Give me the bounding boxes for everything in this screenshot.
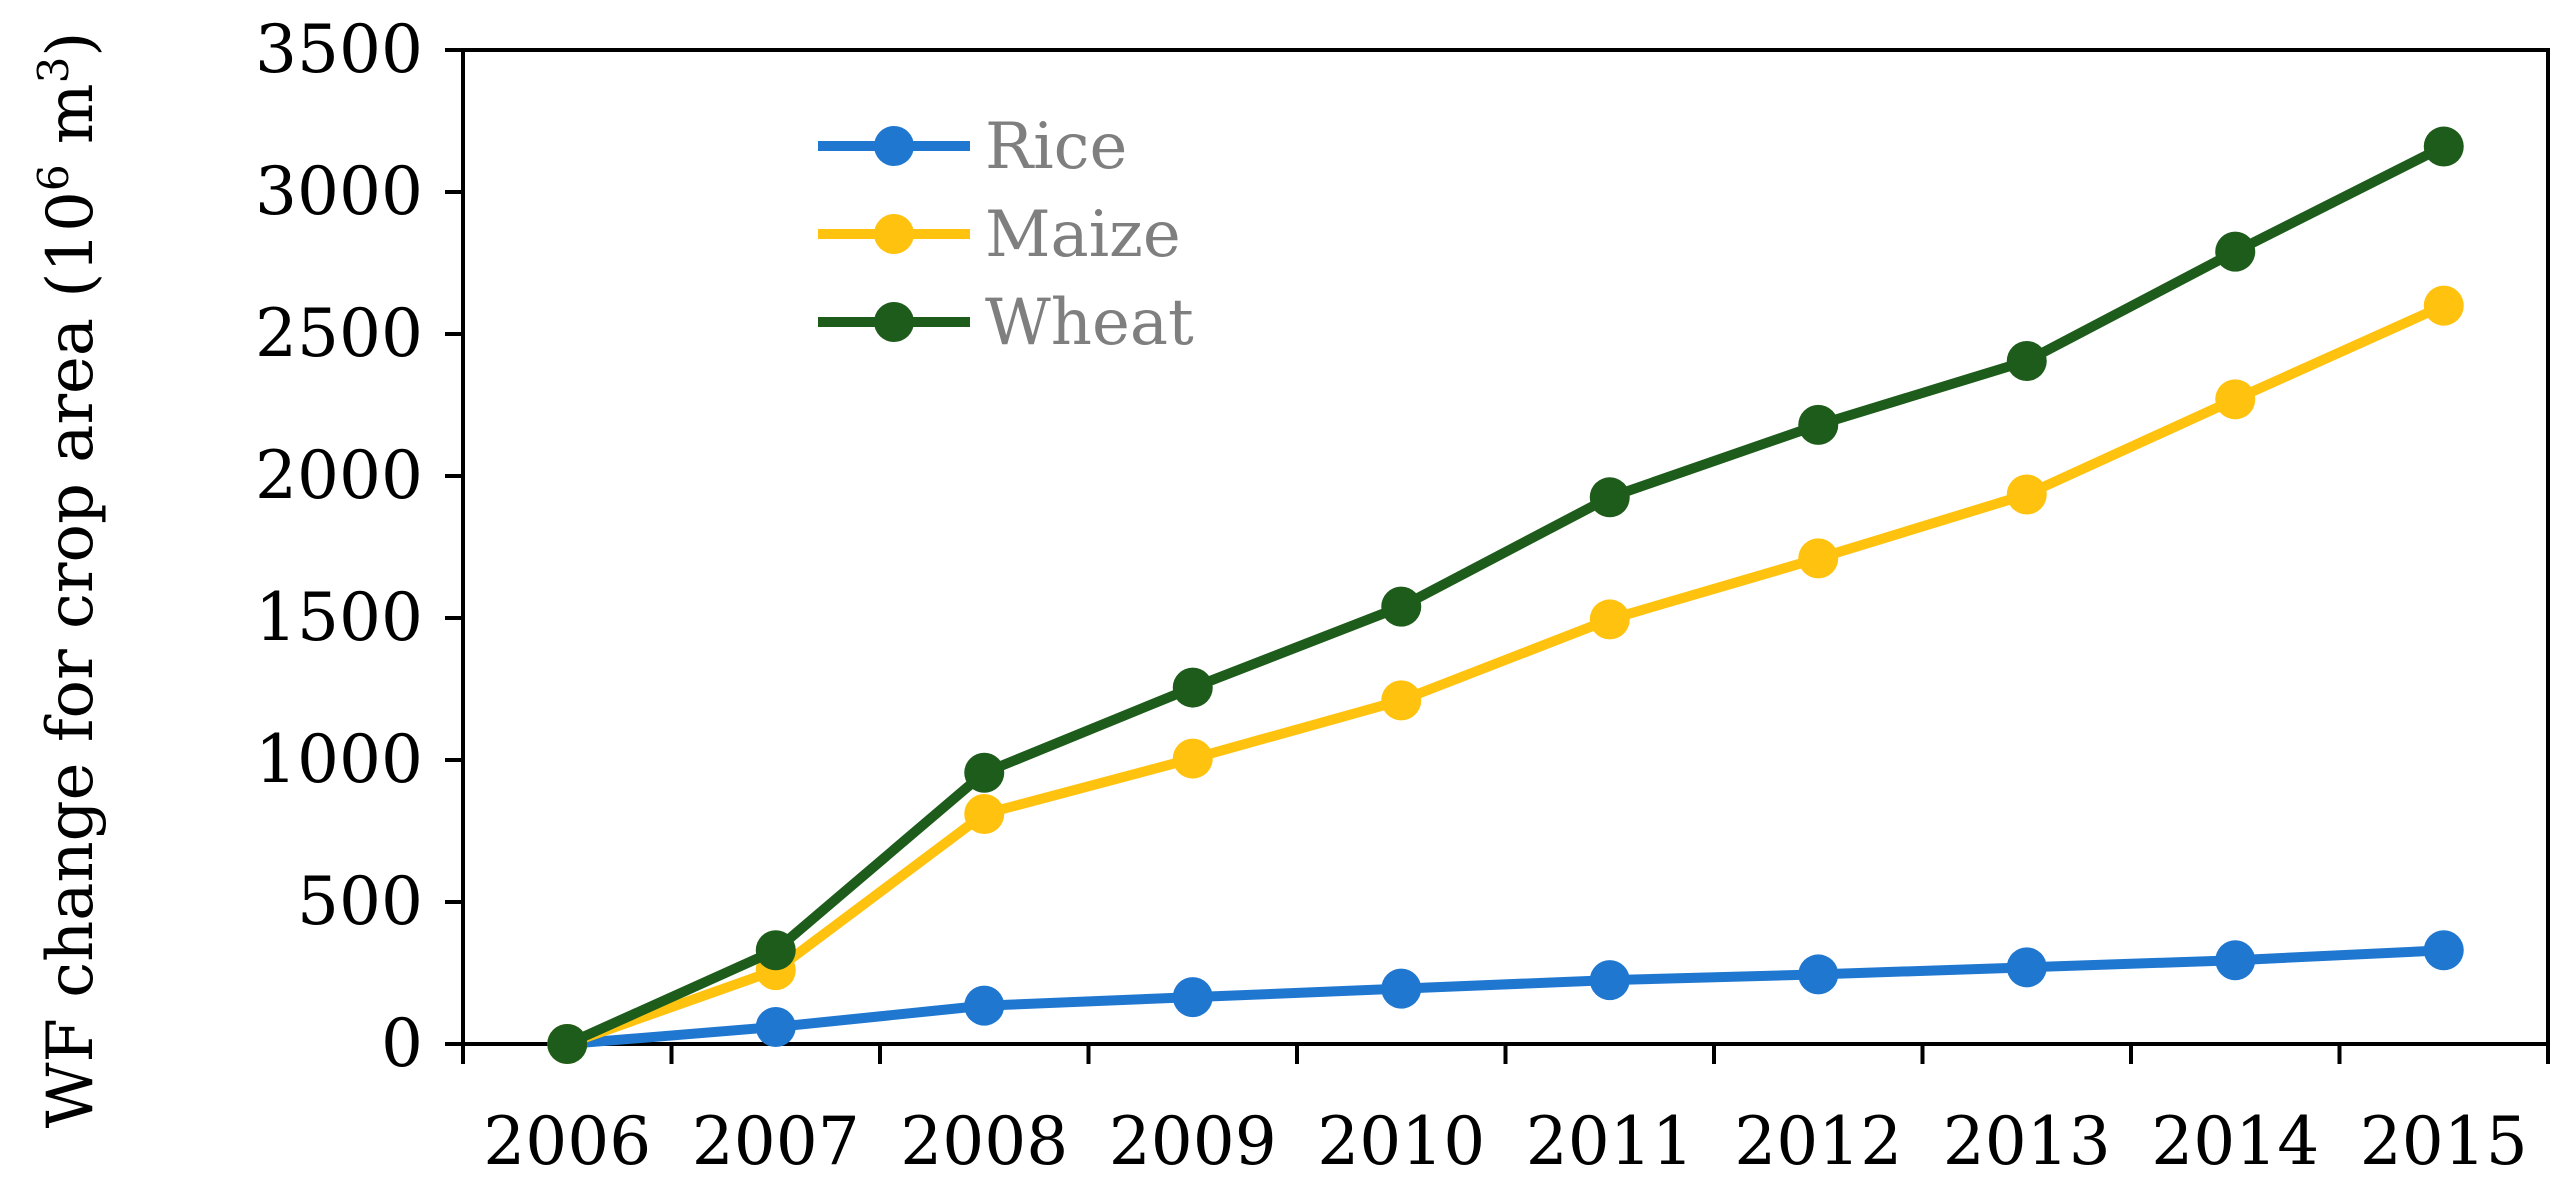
data-point-rice-2013 — [2006, 947, 2047, 988]
x-tick-label: 2011 — [1526, 1103, 1694, 1180]
legend-label: Maize — [985, 198, 1181, 272]
series-line-rice — [566, 945, 2444, 1049]
data-point-wheat-2010 — [1381, 586, 1422, 627]
data-point-maize-2009 — [1172, 738, 1213, 779]
data-point-wheat-2014 — [2215, 231, 2256, 272]
x-tick-label: 2013 — [1943, 1103, 2111, 1180]
legend-label: Rice — [985, 110, 1127, 184]
legend-marker — [874, 126, 914, 166]
x-tick-label: 2006 — [483, 1103, 651, 1180]
data-point-rice-2015 — [2423, 930, 2464, 971]
legend: Rice Maize Wheat — [818, 110, 1194, 360]
data-point-wheat-2007 — [755, 930, 796, 971]
data-point-maize-2011 — [1589, 599, 1630, 640]
x-tick-label: 2010 — [1317, 1103, 1485, 1180]
x-tick-label: 2014 — [2151, 1103, 2319, 1180]
series-line-wheat — [565, 142, 2447, 1049]
x-tick-label: 2012 — [1734, 1103, 1902, 1180]
data-point-wheat-2008 — [964, 752, 1005, 793]
y-tick-label: 0 — [381, 1005, 423, 1082]
data-point-rice-2012 — [1798, 954, 1839, 995]
data-point-wheat-2006 — [547, 1024, 588, 1064]
data-point-wheat-2011 — [1589, 477, 1630, 518]
y-tick-label: 1500 — [255, 579, 423, 656]
y-tick-label: 3500 — [255, 11, 423, 88]
y-axis: 0 500 1000 1500 2000 2500 3000 3500 — [255, 11, 463, 1082]
data-point-rice-2008 — [964, 985, 1005, 1026]
series-wheat — [547, 126, 2464, 1064]
legend-marker — [874, 302, 914, 342]
legend-label: Wheat — [985, 286, 1194, 360]
data-point-maize-2012 — [1798, 538, 1839, 579]
series-layer — [547, 126, 2464, 1064]
data-point-rice-2007 — [755, 1006, 796, 1047]
y-axis-title: WF change for crop area (106 m3) — [29, 32, 109, 1129]
data-point-wheat-2009 — [1172, 667, 1213, 708]
data-point-maize-2015 — [2423, 285, 2464, 326]
y-tick-label: 1000 — [255, 721, 423, 798]
data-point-rice-2010 — [1381, 968, 1422, 1009]
x-tick-label: 2009 — [1109, 1103, 1277, 1180]
y-tick-label: 2000 — [255, 437, 423, 514]
y-tick-label: 2500 — [255, 295, 423, 372]
data-point-maize-2013 — [2006, 474, 2047, 515]
data-point-rice-2009 — [1172, 977, 1213, 1018]
y-axis-title-sup-2: 3 — [29, 57, 78, 84]
legend-item-maize: Maize — [818, 198, 1181, 272]
x-tick-label: 2015 — [2360, 1103, 2528, 1180]
legend-item-rice: Rice — [818, 110, 1127, 184]
y-tick-label: 3000 — [255, 153, 423, 230]
y-axis-title-sup-1: 6 — [29, 164, 78, 191]
legend-marker — [874, 214, 914, 254]
series-line-maize — [565, 301, 2446, 1049]
data-point-rice-2014 — [2215, 940, 2256, 981]
y-tick-label: 500 — [297, 863, 423, 940]
x-tick-label: 2008 — [900, 1103, 1068, 1180]
data-point-maize-2008 — [964, 793, 1005, 834]
data-point-rice-2011 — [1589, 960, 1630, 1001]
data-point-maize-2010 — [1381, 680, 1422, 721]
data-point-maize-2014 — [2215, 379, 2256, 420]
data-point-wheat-2015 — [2423, 126, 2464, 167]
series-maize — [547, 285, 2464, 1064]
x-axis: 2006 2007 2008 2009 2010 2011 2012 2013 2014 2015 — [461, 1044, 2550, 1180]
x-tick-label: 2007 — [692, 1103, 860, 1180]
data-point-wheat-2013 — [2006, 340, 2047, 381]
data-point-wheat-2012 — [1798, 404, 1839, 445]
legend-item-wheat: Wheat — [818, 286, 1194, 360]
